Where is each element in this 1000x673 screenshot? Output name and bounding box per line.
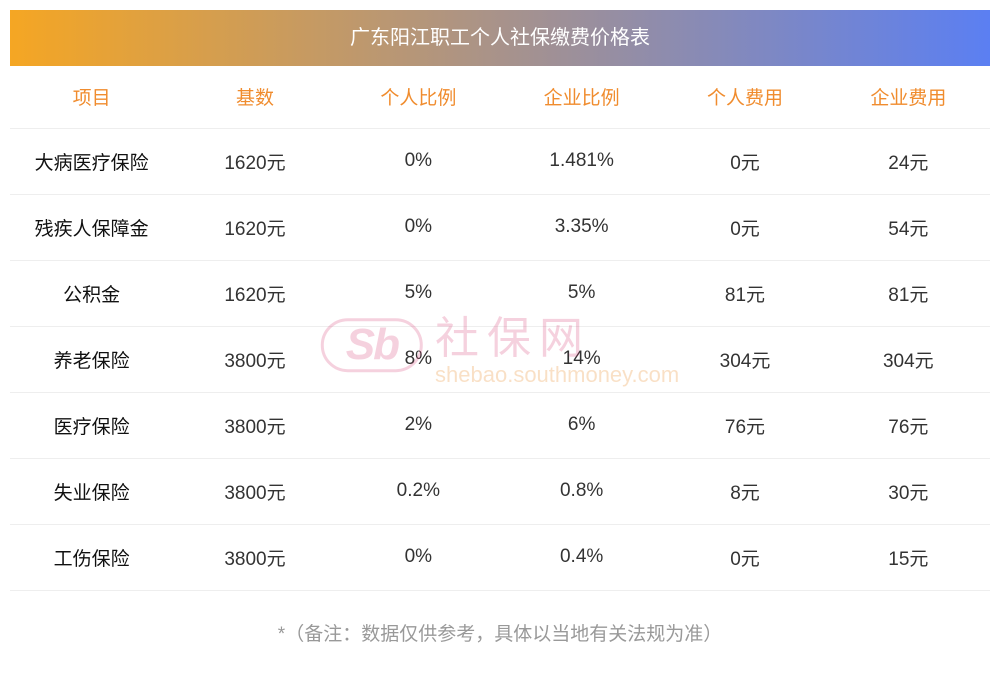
table-cell: 3800元 [173, 326, 336, 392]
table-header-cell: 项目 [10, 66, 173, 128]
table-row: 失业保险3800元0.2%0.8%8元30元 [10, 458, 990, 524]
table-wrapper: 项目基数个人比例企业比例个人费用企业费用 大病医疗保险1620元0%1.481%… [10, 66, 990, 591]
table-cell: 0.8% [500, 458, 663, 524]
table-cell: 24元 [827, 128, 990, 194]
table-cell: 5% [337, 260, 500, 326]
table-cell: 1620元 [173, 260, 336, 326]
table-cell: 3.35% [500, 194, 663, 260]
table-cell: 8% [337, 326, 500, 392]
table-header-cell: 企业比例 [500, 66, 663, 128]
footnote: *（备注：数据仅供参考，具体以当地有关法规为准） [10, 619, 990, 646]
table-row: 养老保险3800元8%14%304元304元 [10, 326, 990, 392]
table-cell: 54元 [827, 194, 990, 260]
table-cell: 0.4% [500, 524, 663, 590]
table-cell: 2% [337, 392, 500, 458]
table-cell: 81元 [663, 260, 826, 326]
table-cell: 0元 [663, 128, 826, 194]
table-cell: 30元 [827, 458, 990, 524]
table-cell: 3800元 [173, 458, 336, 524]
table-cell: 1620元 [173, 128, 336, 194]
table-cell: 1620元 [173, 194, 336, 260]
price-table: 项目基数个人比例企业比例个人费用企业费用 大病医疗保险1620元0%1.481%… [10, 66, 990, 591]
table-header-row: 项目基数个人比例企业比例个人费用企业费用 [10, 66, 990, 128]
title-bar: 广东阳江职工个人社保缴费价格表 [10, 10, 990, 66]
table-cell: 5% [500, 260, 663, 326]
table-cell: 公积金 [10, 260, 173, 326]
table-cell: 15元 [827, 524, 990, 590]
table-row: 残疾人保障金1620元0%3.35%0元54元 [10, 194, 990, 260]
table-row: 公积金1620元5%5%81元81元 [10, 260, 990, 326]
table-row: 大病医疗保险1620元0%1.481%0元24元 [10, 128, 990, 194]
table-row: 工伤保险3800元0%0.4%0元15元 [10, 524, 990, 590]
table-header-cell: 个人比例 [337, 66, 500, 128]
table-cell: 14% [500, 326, 663, 392]
table-cell: 0% [337, 128, 500, 194]
table-cell: 0元 [663, 524, 826, 590]
table-cell: 0.2% [337, 458, 500, 524]
table-cell: 1.481% [500, 128, 663, 194]
table-cell: 养老保险 [10, 326, 173, 392]
table-header-cell: 基数 [173, 66, 336, 128]
price-table-container: 广东阳江职工个人社保缴费价格表 项目基数个人比例企业比例个人费用企业费用 大病医… [10, 10, 990, 646]
table-cell: 6% [500, 392, 663, 458]
table-cell: 0% [337, 524, 500, 590]
table-cell: 304元 [663, 326, 826, 392]
table-cell: 304元 [827, 326, 990, 392]
table-cell: 失业保险 [10, 458, 173, 524]
table-cell: 8元 [663, 458, 826, 524]
table-header-cell: 个人费用 [663, 66, 826, 128]
table-header-cell: 企业费用 [827, 66, 990, 128]
table-body: 大病医疗保险1620元0%1.481%0元24元残疾人保障金1620元0%3.3… [10, 128, 990, 590]
table-cell: 0元 [663, 194, 826, 260]
table-cell: 3800元 [173, 392, 336, 458]
table-cell: 工伤保险 [10, 524, 173, 590]
table-cell: 残疾人保障金 [10, 194, 173, 260]
table-row: 医疗保险3800元2%6%76元76元 [10, 392, 990, 458]
table-cell: 大病医疗保险 [10, 128, 173, 194]
table-cell: 81元 [827, 260, 990, 326]
table-cell: 76元 [663, 392, 826, 458]
table-cell: 0% [337, 194, 500, 260]
table-cell: 医疗保险 [10, 392, 173, 458]
table-cell: 3800元 [173, 524, 336, 590]
table-cell: 76元 [827, 392, 990, 458]
